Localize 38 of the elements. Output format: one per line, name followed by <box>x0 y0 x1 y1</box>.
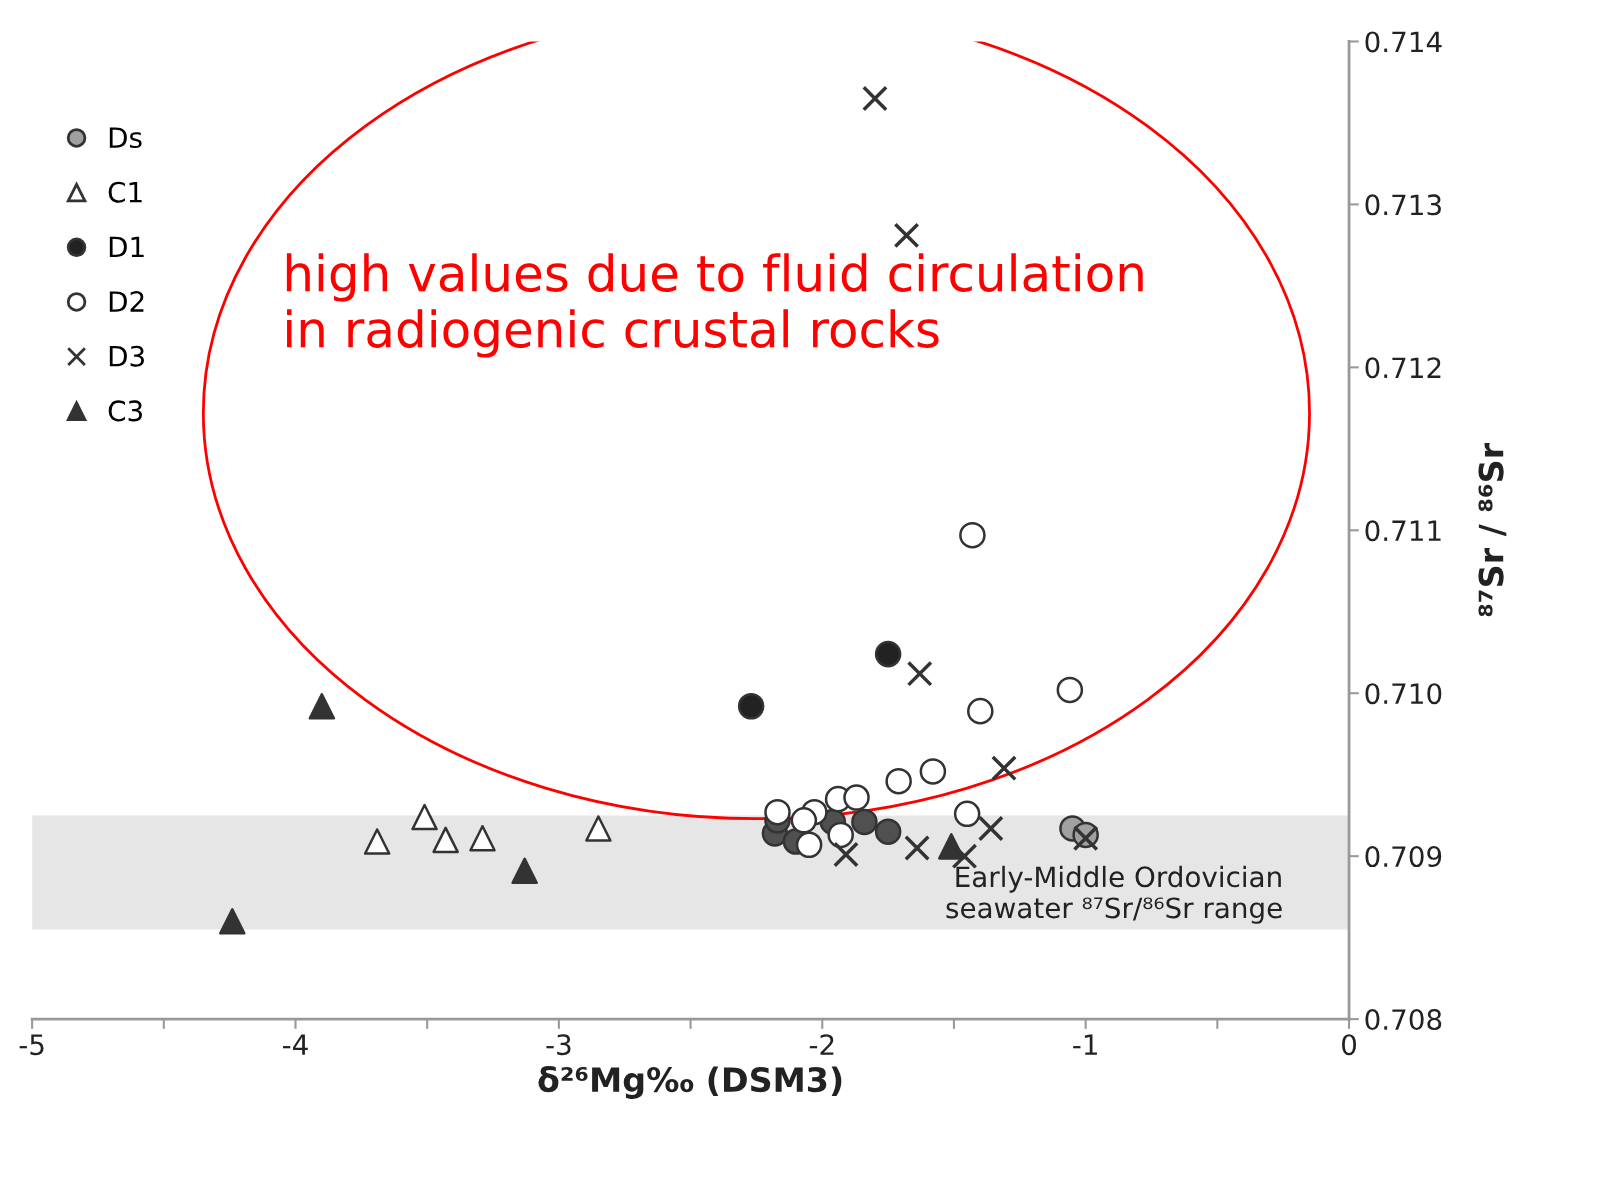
point <box>308 692 336 720</box>
point <box>833 841 859 868</box>
y-tick-label: 0.710 <box>1365 683 1442 705</box>
x-tick-label: -2 <box>809 1034 834 1055</box>
band-label: Early-Middle Ordovician seawater ⁸⁷Sr/⁸⁶Sr range <box>946 865 1282 924</box>
legend-label: C1 <box>108 181 142 203</box>
x-tick-label: 0 <box>1342 1034 1357 1056</box>
x-tick-label: -4 <box>283 1034 308 1055</box>
point <box>585 815 612 842</box>
legend-label: Ds <box>109 127 142 149</box>
y-tick-label: 0.713 <box>1365 194 1441 216</box>
point <box>363 828 391 855</box>
y-tick-label: 0.714 <box>1365 31 1442 53</box>
y-tick-label: 0.711 <box>1365 520 1441 542</box>
x-axis-title: δ²⁶Mg‰ (DSM3) <box>538 1066 842 1099</box>
point <box>219 908 246 935</box>
point <box>977 815 1004 842</box>
point <box>411 803 438 831</box>
legend-label: C3 <box>108 400 142 422</box>
point <box>893 222 920 249</box>
point <box>862 85 888 112</box>
y-axis-title: ⁸⁷Sr / ⁸⁶Sr <box>1478 443 1507 617</box>
legend-label: D3 <box>109 345 144 367</box>
y-tick-label: 0.712 <box>1365 357 1441 379</box>
x-tick-label: -5 <box>19 1034 44 1056</box>
x-tick-label: -3 <box>546 1034 571 1056</box>
point <box>511 857 538 885</box>
x-tick-label: -1 <box>1073 1034 1097 1055</box>
annotation: high values due to fluid circulation in radiogenic crustal rocks <box>286 253 1143 358</box>
legend-label: D1 <box>109 236 144 258</box>
y-tick-label: 0.709 <box>1365 846 1442 868</box>
point <box>432 826 459 854</box>
point <box>904 835 931 861</box>
point <box>469 824 496 852</box>
point <box>991 755 1017 782</box>
y-tick-label: 0.708 <box>1365 1009 1442 1031</box>
legend-label: D2 <box>109 291 144 312</box>
point <box>906 660 933 687</box>
